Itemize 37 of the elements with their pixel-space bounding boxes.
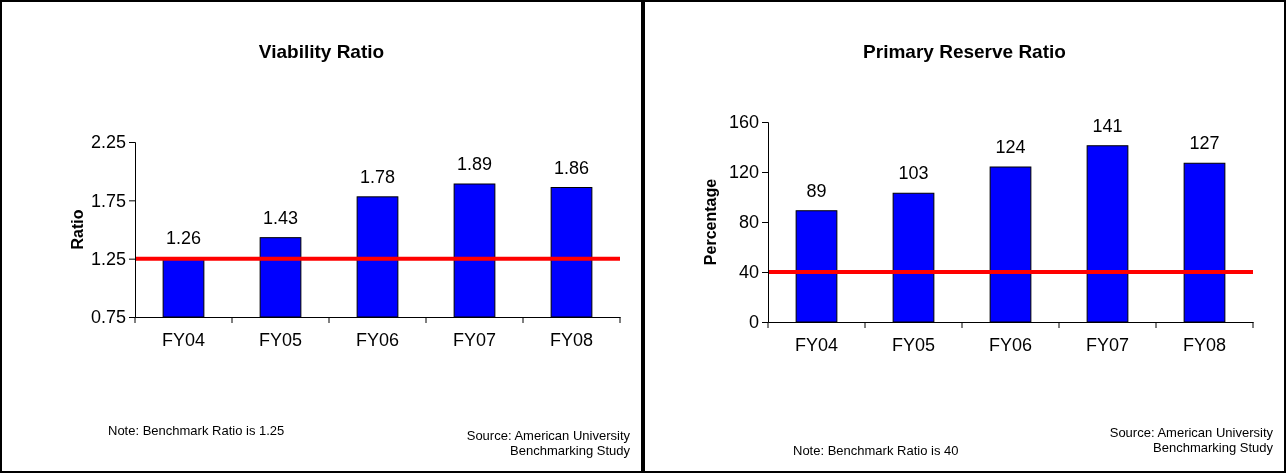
source-note: Source: American University Benchmarking Study bbox=[1109, 425, 1274, 455]
y-tick-label: 160 bbox=[728, 112, 759, 133]
y-tick-label: 1.75 bbox=[90, 190, 126, 211]
x-tick-label: FY06 bbox=[988, 334, 1033, 355]
y-tick-label: 0.75 bbox=[90, 307, 126, 328]
x-tick-label: FY05 bbox=[891, 334, 936, 355]
data-label: 1.86 bbox=[553, 157, 590, 178]
data-label: 103 bbox=[898, 163, 929, 184]
source-note: Source: American University Benchmarking Study bbox=[466, 428, 631, 458]
chart-title: Primary Reserve Ratio bbox=[863, 41, 1066, 62]
x-tick-label: FY06 bbox=[355, 329, 400, 350]
y-tick-label: 0 bbox=[748, 312, 759, 333]
x-tick-label: FY04 bbox=[794, 334, 839, 355]
chart-title: Viability Ratio bbox=[258, 41, 385, 62]
data-label: 1.89 bbox=[456, 154, 493, 174]
data-label: 124 bbox=[995, 137, 1026, 157]
text: Note: Benchmark Ratio is 40 bbox=[793, 443, 959, 458]
y-tick-label: 80 bbox=[738, 212, 759, 233]
y-tick-label: 2.25 bbox=[90, 132, 126, 153]
data-label: 127 bbox=[1189, 133, 1220, 154]
data-label: 89 bbox=[806, 180, 827, 201]
y-tick-label: 1.25 bbox=[90, 248, 126, 269]
x-tick-label: FY05 bbox=[258, 329, 303, 350]
data-label: 1.26 bbox=[165, 227, 202, 248]
text: Note: Benchmark Ratio is 1.25 bbox=[108, 423, 285, 438]
data-label: 1.78 bbox=[359, 166, 396, 187]
x-tick-label: FY07 bbox=[452, 329, 497, 350]
y-axis-title: Percentage bbox=[702, 178, 719, 266]
x-tick-label: FY08 bbox=[549, 329, 594, 350]
data-label: 1.43 bbox=[262, 207, 299, 228]
x-tick-label: FY04 bbox=[161, 329, 206, 350]
x-tick-label: FY07 bbox=[1085, 334, 1130, 355]
data-label: 141 bbox=[1092, 115, 1123, 136]
x-tick-label: FY08 bbox=[1182, 334, 1227, 355]
y-axis-title: Ratio bbox=[69, 209, 86, 250]
y-tick-label: 40 bbox=[738, 262, 759, 283]
y-tick-label: 120 bbox=[728, 162, 759, 183]
